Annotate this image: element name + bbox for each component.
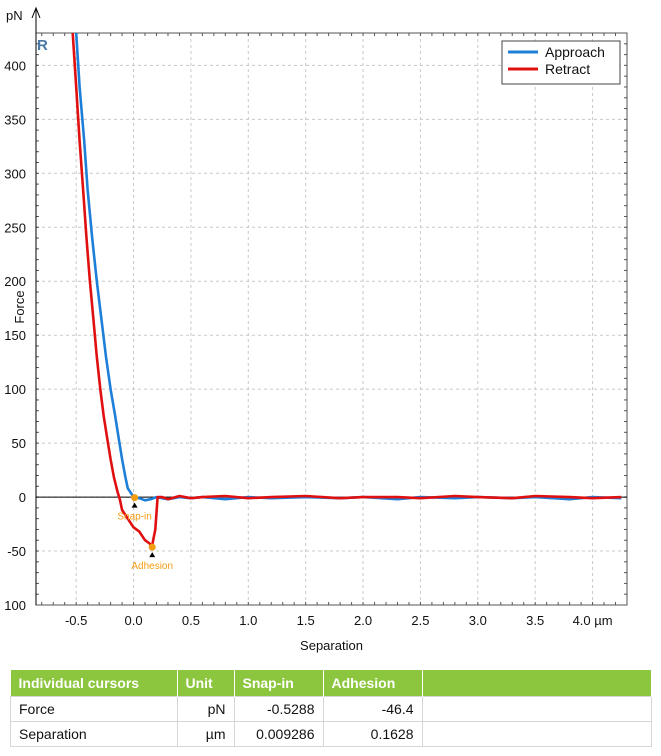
legend-approach-label: Approach [545,44,605,60]
legend-retract-label: Retract [545,61,590,77]
y-tick-label: 150 [4,328,26,343]
y-tick-label: -50 [7,544,26,559]
x-tick-label: 0.5 [182,613,200,628]
legend-box [501,40,621,85]
y-unit-label: pN [6,8,23,23]
legend[interactable]: Approach Retract [501,40,621,85]
r-logo-icon: R [37,37,48,54]
x-tick-label: 3.0 [469,613,487,628]
x-tick-label: 1.5 [297,613,315,628]
cursor-marker-icon [131,502,138,508]
y-axis-arrow-icon [31,6,41,19]
x-tick-label: -0.5 [65,613,87,628]
cursor-label-snap-in: Snap-in [117,512,151,523]
x-tick-label: 2.0 [354,613,372,628]
row-unit: µm [176,721,235,747]
y-tick-label: 50 [12,436,26,451]
x-tick-label: 4.0 µm [573,613,613,628]
y-tick-label: 400 [4,58,26,73]
series-line-approach [74,33,622,502]
row-label: Force [10,696,178,722]
row-empty-cell [421,696,652,722]
table-header-row: Individual cursors Unit Snap-in Adhesion [10,670,652,697]
header-unit: Unit [177,670,235,697]
axes: -0.5 0.0 0.5 1.0 1.5 2.0 2.5 3.0 3.5 4.0 µm 100 -50… [4,6,627,653]
x-axis-title: Separation [300,638,363,653]
x-tick-label: 2.5 [411,613,429,628]
row-snap-in-value: 0.009286 [233,721,324,747]
y-tick-label: 200 [4,274,26,289]
y-tick-label: 350 [4,112,26,127]
force-separation-chart: -0.5 0.0 0.5 1.0 1.5 2.0 2.5 3.0 3.5 4.0 µm 100 -50… [4,6,628,653]
x-tick-label: 3.5 [526,613,544,628]
annotations: Snap-in Adhesion [117,494,173,572]
svg-text:R: R [37,37,48,54]
y-tick-label: 300 [4,166,26,181]
y-tick-label: 250 [4,220,26,235]
table-row-separation: Separation µm 0.009286 0.1628 [10,721,652,747]
header-adhesion: Adhesion [323,670,423,697]
row-empty-cell [421,721,652,747]
individual-cursors-table: Individual cursors Unit Snap-in Adhesion… [10,670,652,747]
header-empty [422,670,652,697]
y-tick-label: 100 [4,382,26,397]
series-line-retract [71,33,622,548]
y-tick-label: 0 [19,490,26,505]
cursor-marker-icon [149,552,156,558]
x-tick-label: 1.0 [239,613,257,628]
row-label: Separation [10,721,178,747]
grid [36,33,627,606]
y-axis-title: Force [12,290,27,323]
cursor-point-adhesion[interactable] [148,543,156,551]
series [71,33,622,548]
row-snap-in-value: -0.5288 [233,696,324,722]
row-adhesion-value: -46.4 [322,696,423,722]
row-adhesion-value: 0.1628 [322,721,423,747]
header-individual-cursors: Individual cursors [10,670,178,697]
row-unit: pN [176,696,235,722]
cursor-point-snap-in[interactable] [131,494,139,502]
header-snap-in: Snap-in [234,670,324,697]
cursor-label-adhesion: Adhesion [131,561,173,572]
x-tick-label: 0.0 [125,613,143,628]
table-row-force: Force pN -0.5288 -46.4 [10,696,652,722]
y-tick-label: 100 [4,598,26,613]
